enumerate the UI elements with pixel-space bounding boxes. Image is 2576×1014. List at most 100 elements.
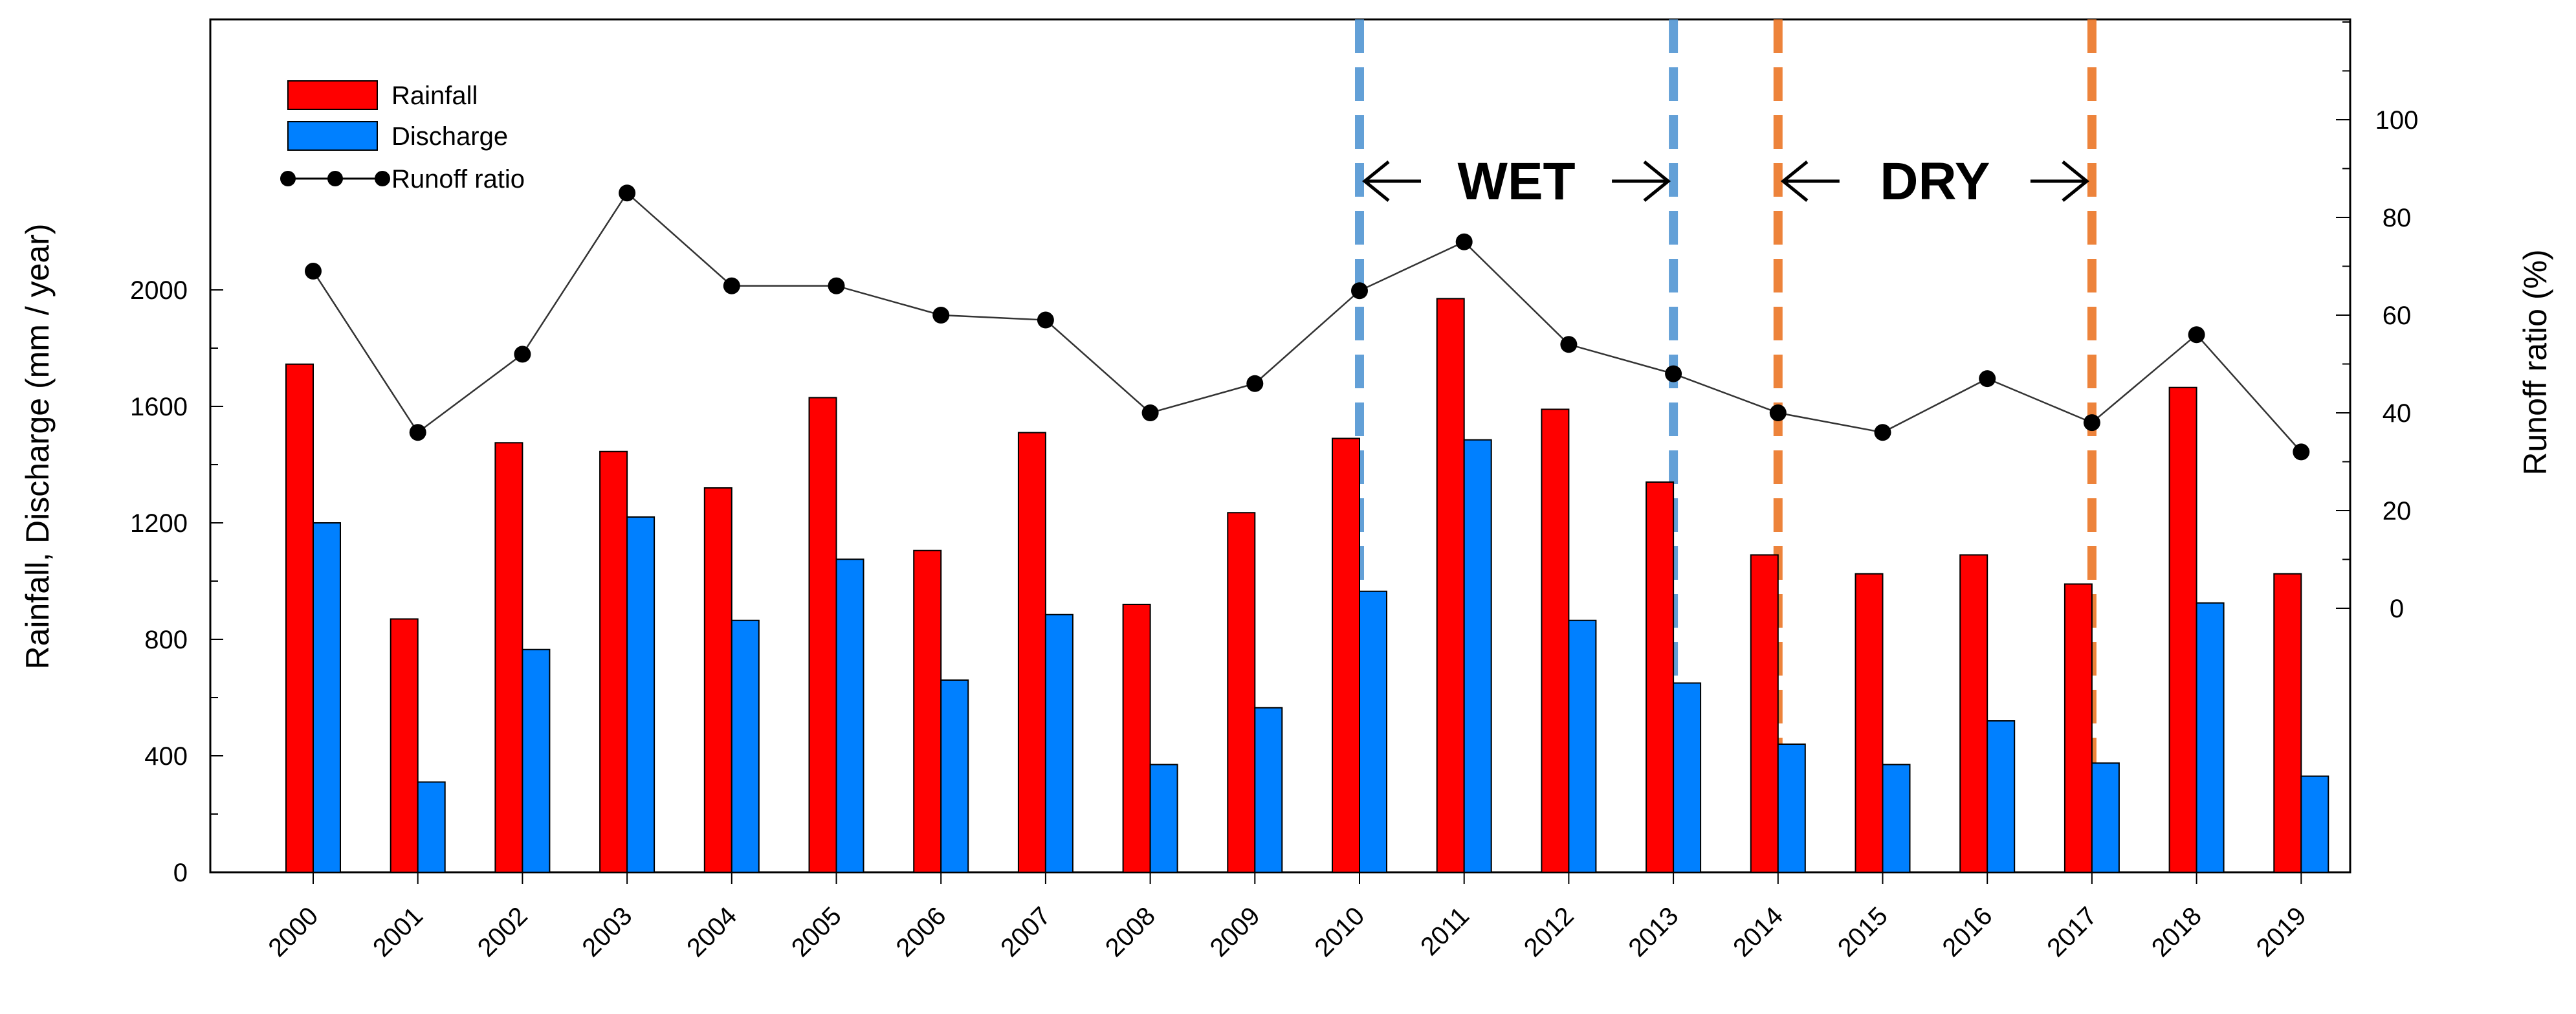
- rainfall-bar-2018: [2168, 386, 2197, 873]
- x-tick-label-2016: 2016: [1937, 901, 1998, 962]
- discharge-bar-2014: [1777, 744, 1806, 873]
- y-tick-label-2000: 2000: [130, 276, 188, 305]
- y-tick-label-800: 800: [144, 626, 188, 654]
- discharge-bar-2011: [1463, 439, 1492, 873]
- runoff-ratio-point-2010: [1351, 282, 1368, 300]
- right-arrow-icon-wet: [1612, 160, 1671, 202]
- rainfall-bar-2001: [390, 618, 419, 873]
- rainfall-bar-2008: [1122, 604, 1151, 873]
- discharge-bar-2004: [731, 619, 760, 873]
- runoff-ratio-line: [305, 184, 2310, 461]
- discharge-bar-2018: [2196, 602, 2225, 873]
- x-tick-label-2000: 2000: [263, 901, 324, 962]
- runoff-ratio-point-2009: [1246, 375, 1264, 392]
- y-tick-label-0: 0: [173, 859, 188, 887]
- discharge-bar-2017: [2091, 762, 2120, 873]
- runoff-ratio-polyline: [312, 192, 2302, 453]
- rainfall-bar-2012: [1541, 408, 1570, 873]
- x-tick-label-2005: 2005: [786, 901, 847, 962]
- rainfall-bar-2013: [1646, 481, 1675, 873]
- x-tick-label-2018: 2018: [2146, 901, 2207, 962]
- discharge-bar-2006: [940, 679, 969, 873]
- rainfall-bar-2006: [913, 549, 942, 873]
- runoff-ratio-point-2003: [619, 184, 636, 202]
- runoff-ratio-point-2013: [1665, 365, 1682, 382]
- y2-axis-title: Runoff ratio (%): [2517, 249, 2553, 475]
- discharge-bar-2007: [1044, 613, 1073, 873]
- y2-tick-label-0: 0: [2390, 595, 2404, 623]
- runoff-ratio-point-2015: [1874, 424, 1891, 441]
- rainfall-bar-2007: [1017, 432, 1046, 873]
- y2-tick-label-40: 40: [2383, 399, 2412, 428]
- discharge-bar-2013: [1673, 682, 1702, 873]
- legend-marker-runoff-ratio: [280, 171, 296, 186]
- right-axis: 0 20 40 60 80 100: [2336, 21, 2418, 623]
- runoff-ratio-point-2007: [1037, 311, 1054, 329]
- rainfall-bar-2019: [2273, 573, 2302, 873]
- legend-swatch-discharge: [287, 121, 378, 151]
- discharge-bar-2015: [1882, 764, 1911, 873]
- legend-label-rainfall: Rainfall: [391, 82, 478, 110]
- y-tick-label-1600: 1600: [130, 393, 188, 421]
- rainfall-bar-2010: [1332, 437, 1360, 873]
- y2-tick-label-60: 60: [2383, 302, 2412, 330]
- runoff-ratio-point-2018: [2188, 326, 2205, 344]
- runoff-ratio-point-2006: [932, 307, 950, 324]
- legend-label-discharge: Discharge: [391, 122, 508, 151]
- rainfall-bar-2003: [599, 450, 628, 873]
- x-tick-label-2014: 2014: [1728, 901, 1789, 962]
- discharge-bar-2001: [417, 781, 446, 873]
- runoff-ratio-point-2017: [2083, 414, 2100, 432]
- discharge-bar-2012: [1568, 619, 1597, 873]
- runoff-ratio-point-2004: [723, 277, 740, 294]
- runoff-ratio-point-2008: [1141, 404, 1159, 421]
- discharge-bar-2008: [1149, 764, 1178, 873]
- x-tick-label-2015: 2015: [1833, 901, 1893, 962]
- rainfall-bar-2017: [2064, 583, 2093, 873]
- x-tick-label-2002: 2002: [472, 901, 533, 962]
- x-tick-label-2010: 2010: [1309, 901, 1370, 962]
- legend-label-runoff-ratio: Runoff ratio: [391, 165, 525, 193]
- runoff-ratio-point-2012: [1560, 336, 1578, 353]
- rainfall-bar-2011: [1436, 298, 1465, 873]
- rainfall-bar-2015: [1855, 573, 1884, 873]
- x-axis: 2000 2001 2002 2003 2004 2005 2006 2007 2008 2009…: [263, 872, 2312, 962]
- x-tick-label-2003: 2003: [577, 901, 637, 962]
- rainfall-bar-2004: [703, 487, 732, 873]
- bars-group: [285, 298, 2329, 873]
- period-label-wet: WET: [1457, 152, 1575, 211]
- left-arrow-icon-dry: [1780, 160, 1840, 202]
- runoff-ratio-point-2002: [514, 346, 531, 363]
- period-annotations: WET DRY: [1362, 152, 2089, 211]
- discharge-bar-2000: [313, 522, 341, 873]
- y-tick-label-400: 400: [144, 742, 188, 771]
- legend: Rainfall Discharge Runoff ratio: [280, 80, 525, 193]
- left-axis: 0 400 800 1200 1600 2000: [130, 276, 223, 887]
- rainfall-bar-2005: [808, 397, 837, 873]
- right-arrow-icon-dry: [2030, 160, 2089, 202]
- discharge-bar-2009: [1254, 707, 1283, 873]
- runoff-ratio-point-2005: [828, 277, 845, 294]
- legend-swatch-rainfall: [287, 80, 378, 110]
- rainfall-bar-2002: [494, 442, 523, 873]
- x-tick-label-2019: 2019: [2251, 901, 2312, 962]
- x-tick-label-2001: 2001: [368, 901, 428, 962]
- left-arrow-icon-wet: [1362, 160, 1421, 202]
- y2-tick-label-80: 80: [2383, 204, 2412, 232]
- x-tick-label-2004: 2004: [681, 901, 742, 962]
- x-tick-label-2011: 2011: [1415, 901, 1475, 961]
- x-tick-label-2017: 2017: [2042, 901, 2102, 962]
- runoff-ratio-point-2019: [2293, 443, 2310, 461]
- rainfall-bar-2009: [1227, 512, 1256, 873]
- runoff-ratio-point-2001: [409, 424, 426, 441]
- x-tick-label-2012: 2012: [1519, 901, 1580, 962]
- x-tick-label-2008: 2008: [1100, 901, 1161, 962]
- legend-marker-runoff-ratio: [375, 171, 390, 186]
- discharge-bar-2003: [626, 516, 655, 873]
- period-label-dry: DRY: [1880, 152, 1990, 211]
- x-tick-label-2013: 2013: [1623, 901, 1684, 962]
- runoff-ratio-point-2000: [305, 263, 322, 280]
- rainfall-bar-2000: [285, 363, 314, 873]
- runoff-ratio-point-2014: [1769, 404, 1787, 421]
